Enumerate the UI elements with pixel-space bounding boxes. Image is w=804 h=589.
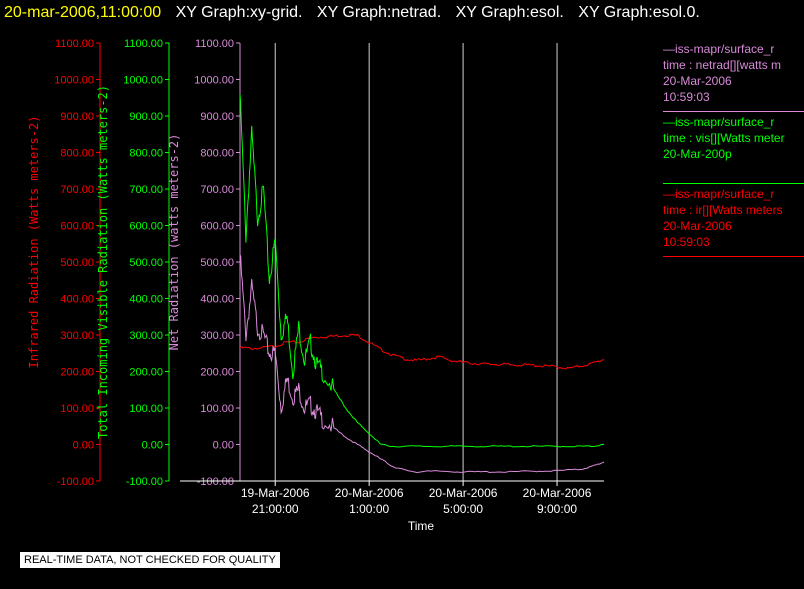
x-tick-label: 20-Mar-2006	[429, 486, 498, 500]
y-tick-label: 500.00	[200, 257, 234, 269]
x-tick-label: 1:00:00	[349, 502, 389, 516]
y-tick-label: -100.00	[197, 476, 234, 488]
y-tick-label: 900.00	[60, 111, 94, 123]
y-tick-label: 600.00	[129, 221, 163, 233]
y-tick-label: -100.00	[57, 476, 94, 488]
y-axis-title: Total Incoming Visible Radiation (Watts …	[96, 85, 110, 439]
x-tick-label: 5:00:00	[443, 502, 483, 516]
legend-entry-net: —iss-mapr/surface_r time : netrad[][watt…	[663, 41, 804, 112]
x-tick-label: 19-Mar-2006	[241, 486, 310, 500]
legend-net-line-1: —iss-mapr/surface_r	[663, 42, 775, 56]
legend-vis-line-2: time : vis[][Watts meter	[663, 131, 785, 145]
y-tick-label: 300.00	[200, 330, 234, 342]
y-tick-label: 1100.00	[195, 38, 234, 50]
legend-ir-line-3: 20-Mar-2006	[663, 219, 732, 233]
y-tick-label: 800.00	[129, 148, 163, 160]
y-tick-label: 1100.00	[124, 38, 163, 50]
y-tick-label: 500.00	[129, 257, 163, 269]
graph-tab-netrad[interactable]: XY Graph:netrad.	[316, 4, 442, 21]
y-tick-label: 400.00	[60, 294, 94, 306]
y-tick-label: 1000.00	[54, 75, 94, 87]
quality-notice: REAL-TIME DATA, NOT CHECKED FOR QUALITY	[19, 551, 281, 569]
legend-divider	[663, 183, 804, 184]
legend-divider	[663, 256, 804, 257]
y-tick-label: 600.00	[60, 221, 94, 233]
y-tick-label: 100.00	[60, 403, 94, 415]
graph-tab-esol[interactable]: XY Graph:esol.	[455, 4, 564, 21]
y-tick-label: 1100.00	[55, 38, 94, 50]
chart-grid	[274, 43, 558, 481]
x-tick-label: 9:00:00	[537, 502, 577, 516]
y-tick-label: 300.00	[129, 330, 163, 342]
series-line-vis	[239, 94, 605, 448]
legend-net-line-2: time : netrad[][watts m	[663, 58, 782, 72]
y-tick-label: 600.00	[200, 221, 234, 233]
y-tick-label: 900.00	[200, 111, 234, 123]
y-tick-label: 700.00	[129, 184, 163, 196]
x-tick-label: 20-Mar-2006	[523, 486, 592, 500]
y-tick-label: 200.00	[129, 367, 163, 379]
y-tick-label: 0.00	[142, 440, 163, 452]
legend-entry-vis: —iss-mapr/surface_r time : vis[][Watts m…	[663, 114, 804, 184]
x-tick-label: 21:00:00	[252, 502, 299, 516]
y-tick-label: -100.00	[126, 476, 163, 488]
y-tick-label: 1000.00	[123, 75, 163, 87]
y-axis-title: Net Radiation (watts meters-2)	[167, 134, 181, 351]
series-line-net	[239, 254, 605, 474]
y-tick-label: 100.00	[200, 403, 234, 415]
legend-vis-line-1: —iss-mapr/surface_r	[663, 115, 775, 129]
y-tick-label: 0.00	[73, 440, 94, 452]
x-tick-label: 20-Mar-2006	[335, 486, 404, 500]
series-line-ir	[239, 333, 605, 370]
legend-divider	[663, 111, 804, 112]
y-tick-label: 700.00	[60, 184, 94, 196]
legend-ir-line-2: time : ir[][Watts meters	[663, 203, 783, 217]
chart-axes: -100.00 0.00 100.00 200.00 300.00 400.00 500.0…	[27, 38, 604, 516]
y-tick-label: 1000.00	[194, 75, 234, 87]
legend-vis-line-3: 20-Mar-200p	[663, 147, 732, 161]
legend-ir-line-1: —iss-mapr/surface_r	[663, 187, 775, 201]
legend-net-line-3: 20-Mar-2006	[663, 74, 732, 88]
y-tick-label: 400.00	[200, 294, 234, 306]
graph-tab-xy-grid[interactable]: XY Graph:xy-grid.	[175, 4, 303, 21]
y-tick-label: 800.00	[60, 148, 94, 160]
graph-tab-esol-0[interactable]: XY Graph:esol.0.	[578, 4, 700, 21]
y-tick-label: 200.00	[200, 367, 234, 379]
legend-net-line-4: 10:59:03	[663, 90, 710, 104]
y-tick-label: 700.00	[200, 184, 234, 196]
y-tick-label: 500.00	[60, 257, 94, 269]
legend-ir-line-4: 10:59:03	[663, 235, 710, 249]
timestamp-label: 20-mar-2006,11:00:00	[4, 4, 162, 21]
y-axis-title: Infrared Radiation (Watts meters-2)	[27, 116, 41, 369]
y-tick-label: 800.00	[200, 148, 234, 160]
y-tick-label: 900.00	[129, 111, 163, 123]
y-tick-label: 200.00	[60, 367, 94, 379]
y-tick-label: 300.00	[60, 330, 94, 342]
x-axis-label: Time	[408, 519, 435, 533]
title-bar: 20-mar-2006,11:00:00 XY Graph:xy-grid. X…	[4, 2, 710, 24]
legend-entry-ir: —iss-mapr/surface_r time : ir[][Watts me…	[663, 186, 804, 257]
y-tick-label: 0.00	[213, 440, 234, 452]
y-tick-label: 100.00	[129, 403, 163, 415]
chart-plot-area	[239, 94, 605, 474]
y-tick-label: 400.00	[129, 294, 163, 306]
